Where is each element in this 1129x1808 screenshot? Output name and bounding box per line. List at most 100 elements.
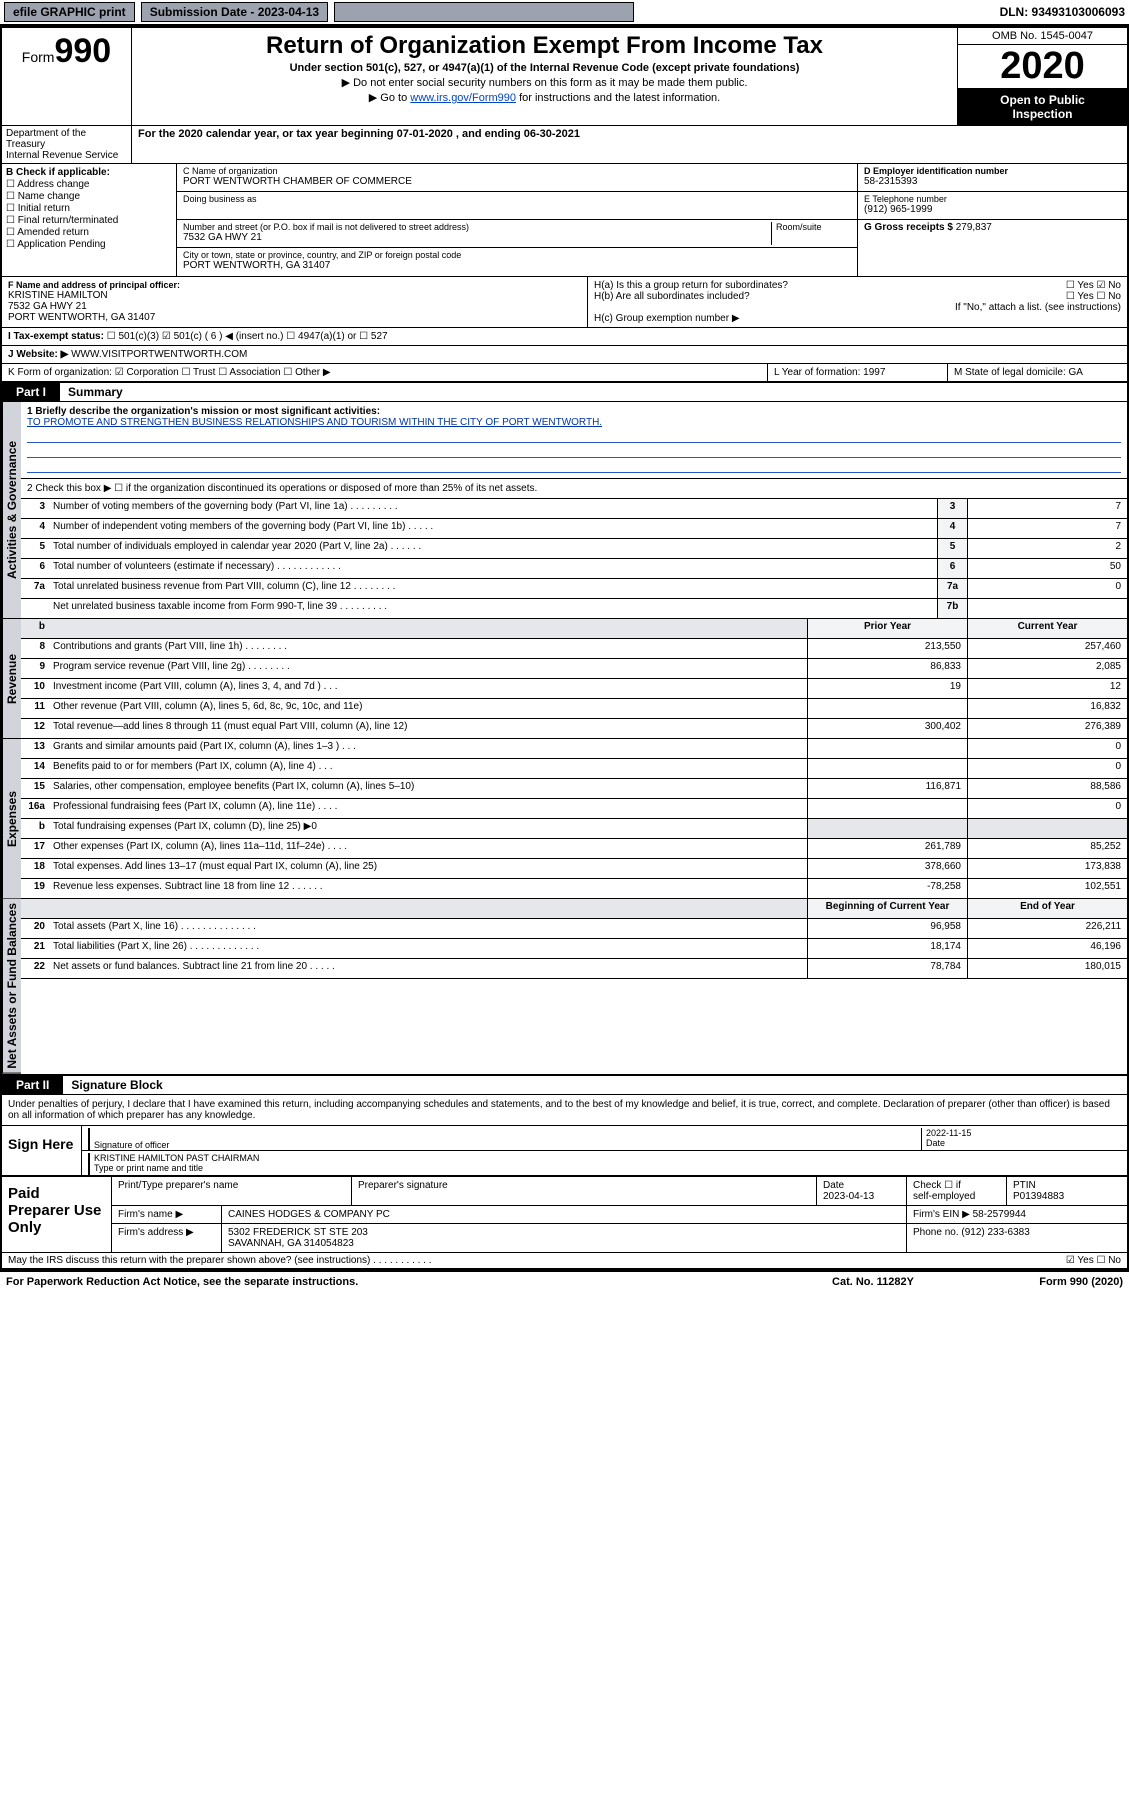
- row-desc: Professional fundraising fees (Part IX, …: [49, 799, 807, 818]
- dept-row: Department of the Treasury Internal Reve…: [2, 126, 1127, 164]
- prior-year-cell: 378,660: [807, 859, 967, 878]
- current-year-hdr: Current Year: [967, 619, 1127, 638]
- org-name-cell: C Name of organization PORT WENTWORTH CH…: [177, 164, 857, 192]
- cat-number: Cat. No. 11282Y: [773, 1276, 973, 1288]
- table-row: 8Contributions and grants (Part VIII, li…: [21, 639, 1127, 659]
- row-num: 9: [21, 659, 49, 678]
- sig-name-sublabel: Type or print name and title: [94, 1163, 1121, 1173]
- row-num: b: [21, 819, 49, 838]
- chk-initial-return[interactable]: ☐ Initial return: [6, 203, 172, 214]
- section-bcd: B Check if applicable: ☐ Address change …: [2, 164, 1127, 277]
- table-row: 14Benefits paid to or for members (Part …: [21, 759, 1127, 779]
- h-b-answer[interactable]: ☐ Yes ☐ No: [1066, 291, 1121, 302]
- prep-selfemp-check: Check ☐ if: [913, 1180, 1000, 1191]
- firm-name-value: CAINES HODGES & COMPANY PC: [222, 1206, 907, 1223]
- instructions-link[interactable]: www.irs.gov/Form990: [410, 92, 516, 104]
- box-l: L Year of formation: 1997: [767, 364, 947, 381]
- firm-addr-label: Firm's address ▶: [112, 1224, 222, 1252]
- row-desc: Contributions and grants (Part VIII, lin…: [49, 639, 807, 658]
- irs-name: Internal Revenue Service: [6, 150, 127, 161]
- row-desc: Grants and similar amounts paid (Part IX…: [49, 739, 807, 758]
- chk-address-change[interactable]: ☐ Address change: [6, 179, 172, 190]
- prep-selfemp-col[interactable]: Check ☐ if self-employed: [907, 1177, 1007, 1205]
- prior-year-cell: 116,871: [807, 779, 967, 798]
- current-year-cell: 257,460: [967, 639, 1127, 658]
- street-value: 7532 GA HWY 21: [183, 232, 771, 243]
- form-subtitle: Under section 501(c), 527, or 4947(a)(1)…: [140, 62, 949, 74]
- row-num: 19: [21, 879, 49, 898]
- row-num: 3: [21, 499, 49, 518]
- firm-addr-line2: SAVANNAH, GA 314054823: [228, 1238, 900, 1249]
- chk-final-return[interactable]: ☐ Final return/terminated: [6, 215, 172, 226]
- page-footer: For Paperwork Reduction Act Notice, see …: [0, 1270, 1129, 1292]
- row-num: 21: [21, 939, 49, 958]
- sig-name-field[interactable]: KRISTINE HAMILTON PAST CHAIRMAN Type or …: [88, 1153, 1121, 1175]
- row-num: 7a: [21, 579, 49, 598]
- rev-header: b Prior Year Current Year: [21, 619, 1127, 639]
- prep-date-value: 2023-04-13: [823, 1191, 900, 1202]
- org-name: PORT WENTWORTH CHAMBER OF COMMERCE: [183, 176, 851, 187]
- tax-exempt-opts[interactable]: ☐ 501(c)(3) ☑ 501(c) ( 6 ) ◀ (insert no.…: [107, 331, 388, 342]
- chk-application-pending[interactable]: ☐ Application Pending: [6, 239, 172, 250]
- prep-sig-hdr: Preparer's signature: [352, 1177, 817, 1205]
- row-num: 15: [21, 779, 49, 798]
- chk-name-change[interactable]: ☐ Name change: [6, 191, 172, 202]
- prep-row-2: Firm's name ▶ CAINES HODGES & COMPANY PC…: [112, 1206, 1127, 1224]
- row-desc: Other revenue (Part VIII, column (A), li…: [49, 699, 807, 718]
- row-j: J Website: ▶ WWW.VISITPORTWENTWORTH.COM: [2, 346, 1127, 364]
- prior-year-cell: 86,833: [807, 659, 967, 678]
- row-fh: F Name and address of principal officer:…: [2, 277, 1127, 328]
- table-row: 21Total liabilities (Part X, line 26) . …: [21, 939, 1127, 959]
- omb-number: OMB No. 1545-0047: [958, 28, 1127, 45]
- submission-date-button[interactable]: Submission Date - 2023-04-13: [141, 2, 328, 22]
- row-box-n: 6: [937, 559, 967, 578]
- street-label: Number and street (or P.O. box if mail i…: [183, 222, 771, 232]
- h-a-question: H(a) Is this a group return for subordin…: [594, 280, 788, 291]
- begin-year-hdr: Beginning of Current Year: [807, 899, 967, 918]
- vtab-revenue: Revenue: [2, 619, 21, 739]
- ein-cell: D Employer identification number 58-2315…: [858, 164, 1127, 192]
- paid-preparer-block: Paid Preparer Use Only Print/Type prepar…: [2, 1176, 1127, 1252]
- chk-amended[interactable]: ☐ Amended return: [6, 227, 172, 238]
- row-num: 14: [21, 759, 49, 778]
- discuss-row: May the IRS discuss this return with the…: [2, 1252, 1127, 1268]
- phone-cell: E Telephone number (912) 965-1999: [858, 192, 1127, 220]
- inspection-line1: Open to Public: [962, 93, 1123, 107]
- row-box-n: 5: [937, 539, 967, 558]
- current-year-cell: 226,211: [967, 919, 1127, 938]
- efile-button[interactable]: efile GRAPHIC print: [4, 2, 135, 22]
- q2-checkbox-line[interactable]: 2 Check this box ▶ ☐ if the organization…: [21, 479, 1127, 499]
- blank-line-2: [27, 444, 1121, 458]
- q1-block: 1 Briefly describe the organization's mi…: [21, 402, 1127, 479]
- table-row: 19Revenue less expenses. Subtract line 1…: [21, 879, 1127, 899]
- sig-officer-sublabel: Signature of officer: [94, 1140, 921, 1150]
- row-box-n: 3: [937, 499, 967, 518]
- part-ii-tag: Part II: [2, 1076, 63, 1094]
- row-num: 5: [21, 539, 49, 558]
- sig-officer-field[interactable]: Signature of officer: [88, 1128, 921, 1150]
- vtab-expenses: Expenses: [2, 739, 21, 899]
- row-num: [21, 599, 49, 618]
- row-num: 10: [21, 679, 49, 698]
- dept-treasury: Department of the Treasury Internal Reve…: [2, 126, 132, 163]
- table-row: 7aTotal unrelated business revenue from …: [21, 579, 1127, 599]
- box-k[interactable]: K Form of organization: ☑ Corporation ☐ …: [2, 364, 767, 381]
- note2-pre: ▶ Go to: [369, 92, 410, 104]
- prep-selfemp-label: self-employed: [913, 1191, 1000, 1202]
- row-desc: Total number of individuals employed in …: [49, 539, 937, 558]
- row-desc: Benefits paid to or for members (Part IX…: [49, 759, 807, 778]
- firm-phone: Phone no. (912) 233-6383: [907, 1224, 1127, 1252]
- blank-button[interactable]: [334, 2, 634, 22]
- gross-value: 279,837: [956, 222, 992, 233]
- row-value: 7: [967, 499, 1127, 518]
- city-label: City or town, state or province, country…: [183, 250, 851, 260]
- discuss-answer[interactable]: ☑ Yes ☐ No: [1066, 1255, 1121, 1266]
- row-value: 50: [967, 559, 1127, 578]
- current-year-cell: 173,838: [967, 859, 1127, 878]
- h-a-answer[interactable]: ☐ Yes ☑ No: [1066, 280, 1121, 291]
- row-value: 7: [967, 519, 1127, 538]
- current-year-cell: 46,196: [967, 939, 1127, 958]
- net-hdr-blank: [21, 899, 49, 918]
- table-row: 11Other revenue (Part VIII, column (A), …: [21, 699, 1127, 719]
- website-value[interactable]: WWW.VISITPORTWENTWORTH.COM: [71, 349, 247, 360]
